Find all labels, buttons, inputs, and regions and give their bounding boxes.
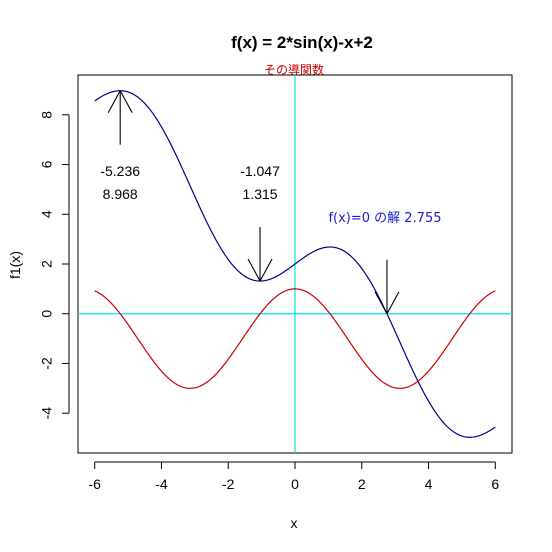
- min-y-label: 1.315: [243, 186, 278, 202]
- y-tick-label: 0: [39, 310, 55, 318]
- y-tick-label: -4: [39, 407, 55, 420]
- x-tick-label: -4: [155, 476, 168, 492]
- chart-title: f(x) = 2*sin(x)-x+2: [231, 33, 373, 52]
- arrow-root: [374, 259, 400, 315]
- annotations: -5.236 8.968 -1.047 1.315 f(x)=0 の解 2.755: [100, 90, 442, 315]
- x-tick-label: -6: [88, 476, 101, 492]
- y-axis-label: f1(x): [7, 251, 23, 279]
- max-y-label: 8.968: [103, 186, 138, 202]
- x-tick-label: 0: [291, 476, 299, 492]
- series-line-derivative: [94, 288, 496, 389]
- series-line-f: [94, 90, 496, 438]
- max-x-label: -5.236: [100, 163, 140, 179]
- x-tick-label: 4: [425, 476, 433, 492]
- min-x-label: -1.047: [240, 163, 280, 179]
- y-tick-label: -2: [39, 357, 55, 370]
- curves: [94, 90, 496, 438]
- x-axis-label: x: [291, 515, 298, 531]
- x-tick-label: 2: [358, 476, 366, 492]
- arrow-maximum: [107, 90, 133, 145]
- y-tick-label: 8: [39, 111, 55, 119]
- y-tick-label: 6: [39, 160, 55, 168]
- arrow-minimum: [247, 227, 273, 282]
- axes: -6 -4 -2 0 2 4 6 -4 -2 0 2 4 6 8: [39, 111, 500, 492]
- x-tick-label: 6: [491, 476, 499, 492]
- y-tick-label: 2: [39, 260, 55, 268]
- chart-subtitle: その導関数: [264, 62, 324, 77]
- x-tick-label: -2: [222, 476, 235, 492]
- y-tick-label: 4: [39, 210, 55, 218]
- root-label: f(x)=0 の解 2.755: [328, 211, 441, 226]
